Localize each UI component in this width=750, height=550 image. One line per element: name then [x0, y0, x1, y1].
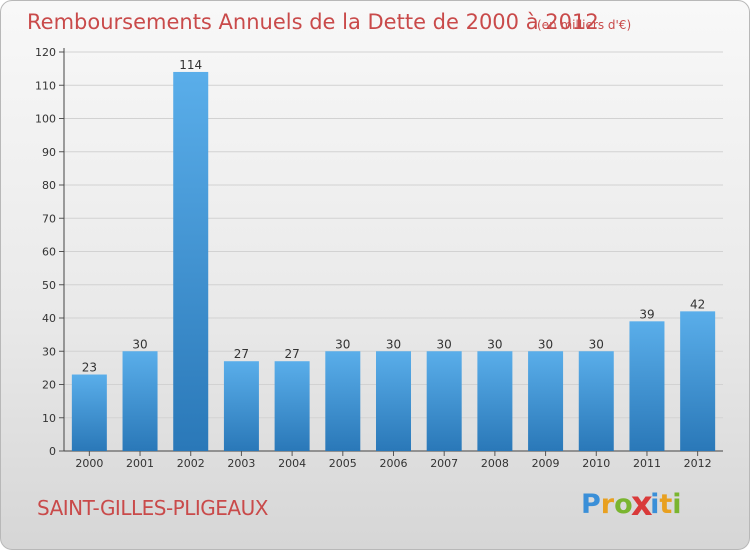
bar [680, 311, 716, 451]
bar-value-label: 30 [589, 337, 604, 351]
bar-value-label: 39 [639, 307, 654, 321]
x-tick-label: 2000 [75, 457, 103, 470]
y-tick-label: 20 [42, 379, 56, 392]
city-name: SAINT-GILLES-PLIGEAUX [37, 496, 268, 520]
bar-value-label: 30 [132, 337, 147, 351]
bar [376, 351, 411, 451]
bar-value-label: 30 [335, 337, 350, 351]
bar-value-label: 30 [386, 337, 401, 351]
bar-value-label: 114 [179, 58, 202, 72]
y-tick-label: 10 [42, 412, 56, 425]
x-tick-label: 2009 [532, 457, 560, 470]
x-tick-label: 2007 [430, 457, 458, 470]
x-tick-label: 2010 [582, 457, 610, 470]
bar [528, 351, 564, 451]
bar-value-label: 23 [82, 361, 97, 375]
proxiti-logo: Proxiti [581, 485, 682, 524]
logo-letter: i [650, 489, 660, 520]
y-tick-label: 50 [42, 279, 56, 292]
y-tick-label: 40 [42, 312, 56, 325]
bar-value-label: 27 [234, 347, 249, 361]
bar [71, 374, 107, 451]
bar [477, 351, 513, 451]
bar [274, 361, 310, 451]
bar [426, 351, 462, 451]
bar [223, 361, 259, 451]
bar [122, 351, 158, 451]
logo-letter: i [672, 489, 682, 520]
bar [173, 71, 209, 451]
x-tick-label: 2002 [177, 457, 205, 470]
x-tick-label: 2005 [329, 457, 357, 470]
bar-value-label: 30 [487, 337, 502, 351]
bar-value-label: 30 [437, 337, 452, 351]
y-tick-label: 80 [42, 179, 56, 192]
y-tick-label: 90 [42, 146, 56, 159]
y-tick-label: 60 [42, 246, 56, 259]
bar-value-label: 30 [538, 337, 553, 351]
chart-subtitle: (en milliers d'€) [537, 18, 632, 32]
y-tick-label: 110 [35, 79, 56, 92]
x-tick-label: 2004 [278, 457, 306, 470]
y-tick-label: 70 [42, 212, 56, 225]
x-tick-label: 2001 [126, 457, 154, 470]
x-tick-label: 2012 [684, 457, 712, 470]
y-tick-label: 100 [35, 113, 56, 126]
y-tick-label: 0 [49, 445, 56, 458]
y-tick-label: 120 [35, 46, 56, 59]
bar-value-label: 27 [284, 347, 299, 361]
bar-value-label: 42 [690, 297, 705, 311]
logo-letter: P [581, 489, 601, 520]
bar [578, 351, 614, 451]
x-tick-label: 2003 [227, 457, 255, 470]
logo-letter: x [630, 485, 653, 524]
bar [629, 321, 665, 451]
chart-title: Remboursements Annuels de la Dette de 20… [27, 10, 599, 34]
x-tick-label: 2006 [380, 457, 408, 470]
logo-letter: r [600, 489, 615, 520]
bar [325, 351, 361, 451]
x-tick-label: 2008 [481, 457, 509, 470]
y-tick-label: 30 [42, 345, 56, 358]
x-tick-label: 2011 [633, 457, 661, 470]
logo-letter: o [614, 489, 633, 520]
logo-letter: t [659, 489, 673, 520]
